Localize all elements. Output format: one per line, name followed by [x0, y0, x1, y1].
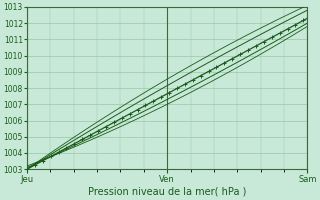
X-axis label: Pression niveau de la mer( hPa ): Pression niveau de la mer( hPa ): [88, 187, 246, 197]
